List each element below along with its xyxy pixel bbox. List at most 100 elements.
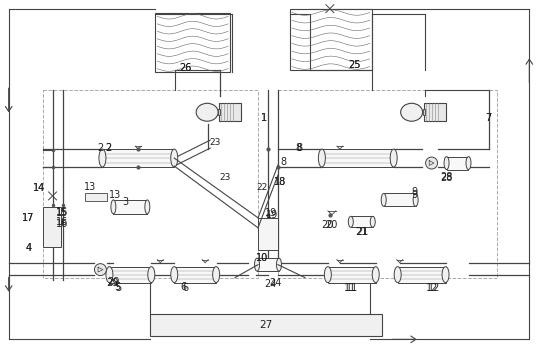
Bar [103,149,174,167]
Ellipse shape [196,103,218,121]
Text: 15: 15 [56,207,69,217]
Ellipse shape [171,149,178,167]
Text: 7: 7 [485,113,491,123]
Ellipse shape [319,149,326,167]
Text: 22: 22 [256,183,268,192]
Text: 8: 8 [280,157,286,167]
Bar [85,193,107,201]
Text: 4: 4 [25,243,32,253]
Bar [278,90,497,278]
Text: 23: 23 [219,174,231,182]
Text: 29: 29 [106,278,119,288]
Text: 9: 9 [411,190,417,200]
Ellipse shape [99,149,106,167]
Ellipse shape [381,194,386,206]
Bar [150,314,382,336]
Text: 8: 8 [296,143,302,153]
Bar [258,218,278,250]
Text: 2: 2 [105,143,112,153]
Bar [290,9,372,70]
Text: 21: 21 [355,227,368,237]
Text: 21: 21 [356,227,369,237]
Text: 4: 4 [25,243,32,253]
Ellipse shape [444,156,449,169]
Ellipse shape [394,267,401,282]
Text: 18: 18 [274,177,286,187]
Text: 8: 8 [297,143,303,153]
Text: 11: 11 [343,282,356,293]
Text: 5: 5 [115,282,122,293]
Text: 26: 26 [179,63,191,74]
Bar [423,103,446,121]
Text: 14: 14 [32,183,45,193]
Text: 20: 20 [322,220,334,230]
Text: 29: 29 [107,276,119,287]
Text: 12: 12 [428,282,441,293]
Ellipse shape [348,216,353,227]
Text: 1: 1 [261,113,267,123]
Text: 17: 17 [23,213,35,223]
Bar [423,109,424,115]
Bar [174,267,216,282]
Text: 26: 26 [179,63,191,74]
Bar [322,149,394,167]
Text: 3: 3 [123,197,129,207]
Text: 5: 5 [114,281,120,292]
Text: 12: 12 [427,282,439,293]
Text: 25: 25 [348,61,361,70]
Text: 25: 25 [348,61,361,70]
Text: 6: 6 [182,282,188,293]
Text: 19: 19 [266,210,278,220]
Ellipse shape [145,200,150,214]
Text: 28: 28 [440,172,453,182]
Text: 16: 16 [56,217,69,227]
Bar [219,103,241,121]
Ellipse shape [111,200,116,214]
Text: 11: 11 [346,282,358,293]
Text: 19: 19 [265,208,277,218]
Bar [110,267,151,282]
Ellipse shape [413,194,418,206]
Text: 28: 28 [440,173,453,183]
Text: 6: 6 [180,281,186,292]
Ellipse shape [254,258,260,271]
Text: 17: 17 [23,213,35,223]
Text: 15: 15 [56,208,69,218]
Bar [384,194,416,206]
Text: 27: 27 [259,320,273,330]
Bar [328,267,376,282]
Ellipse shape [370,216,375,227]
Text: 16: 16 [56,219,69,229]
Text: 20: 20 [326,220,338,230]
Text: 10: 10 [256,253,268,262]
Ellipse shape [466,156,471,169]
Ellipse shape [94,264,106,275]
Text: 7: 7 [485,113,491,123]
Text: 13: 13 [109,190,122,200]
Bar [43,90,258,278]
Ellipse shape [390,149,397,167]
Text: 24: 24 [264,279,276,288]
Ellipse shape [426,157,437,169]
Text: 24: 24 [269,278,281,288]
Bar [351,216,373,227]
Text: 1: 1 [261,113,267,123]
Ellipse shape [276,258,281,271]
Text: 23: 23 [210,138,221,147]
Text: 18: 18 [274,177,286,187]
Bar [218,109,220,115]
Ellipse shape [106,267,113,282]
Ellipse shape [213,267,220,282]
Ellipse shape [372,267,379,282]
Bar [257,258,279,271]
Ellipse shape [401,103,423,121]
Bar [113,200,147,214]
Ellipse shape [148,267,155,282]
Bar [156,13,230,72]
Text: 13: 13 [84,182,97,192]
Bar [43,207,60,247]
Text: 14: 14 [32,183,45,193]
Ellipse shape [171,267,178,282]
Ellipse shape [325,267,332,282]
Text: 10: 10 [256,253,268,262]
